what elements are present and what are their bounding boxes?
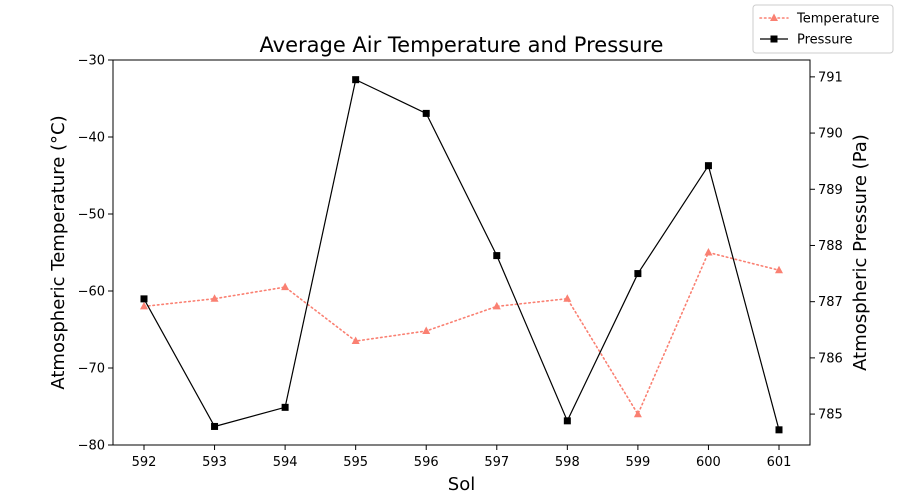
y-right-tick-label: 787 xyxy=(818,295,843,310)
legend-marker-temperature xyxy=(770,13,778,21)
y-axis-right-title: Atmospheric Pressure (Pa) xyxy=(850,134,871,371)
series-temperature xyxy=(140,248,783,418)
temperature-point xyxy=(633,409,642,418)
legend-box xyxy=(752,4,894,54)
pressure-line xyxy=(143,78,780,430)
temperature-point xyxy=(775,265,783,274)
y-axis-left-title: Atmospheric Temperature (°C) xyxy=(48,115,69,389)
y-left-tick-label: −60 xyxy=(78,285,105,300)
x-axis-title: Sol xyxy=(448,474,475,495)
temperature-point xyxy=(140,301,148,310)
temperature-point xyxy=(281,282,290,291)
x-tick-label: 594 xyxy=(273,455,298,470)
x-tick-label: 593 xyxy=(202,455,227,470)
pressure-point xyxy=(493,252,501,260)
x-tick-label: 592 xyxy=(132,455,157,470)
y-left-tick-label: −40 xyxy=(78,131,105,146)
x-tick-label: 600 xyxy=(696,455,721,470)
y-right-tick-label: 790 xyxy=(818,127,843,142)
pressure-point xyxy=(563,417,571,425)
legend-label-pressure: Pressure xyxy=(797,33,853,48)
y-right-tick-label: 788 xyxy=(818,239,843,254)
x-tick-label: 597 xyxy=(484,455,509,470)
chart-title: Average Air Temperature and Pressure xyxy=(260,33,664,57)
pressure-point xyxy=(352,76,360,84)
pressure-point xyxy=(775,426,783,434)
y-right-tick-label: 791 xyxy=(818,70,843,85)
legend-label-temperature: Temperature xyxy=(796,12,879,27)
y-right-tick-label: 786 xyxy=(818,351,843,366)
pressure-point xyxy=(704,162,712,170)
pressure-point xyxy=(211,422,219,430)
temperature-point xyxy=(492,301,501,310)
x-tick-label: 595 xyxy=(343,455,368,470)
x-axis: 592 593 594 595 596 597 598 599 600 601 xyxy=(132,445,792,470)
series-pressure xyxy=(140,76,783,434)
x-tick-label: 596 xyxy=(414,455,439,470)
plot-area xyxy=(112,59,811,446)
x-tick-label: 601 xyxy=(767,455,792,470)
y-right-tick-label: 789 xyxy=(818,183,843,198)
x-tick-label: 598 xyxy=(555,455,580,470)
y-left-tick-label: −70 xyxy=(78,362,105,377)
series-layer xyxy=(140,76,783,434)
x-tick-label: 599 xyxy=(625,455,650,470)
pressure-point xyxy=(422,109,430,117)
pressure-point xyxy=(634,270,642,278)
temperature-line xyxy=(143,251,780,416)
temperature-point xyxy=(422,326,431,335)
temperature-point xyxy=(351,336,360,345)
y-left-tick-label: −30 xyxy=(78,54,105,69)
y-axis-left: −80 −70 −60 −50 −40 −30 xyxy=(78,54,113,454)
legend: Temperature Pressure xyxy=(752,4,894,54)
legend-marker-pressure xyxy=(770,35,778,43)
pressure-point xyxy=(140,295,148,303)
pressure-point xyxy=(281,403,289,411)
temperature-point xyxy=(704,248,713,256)
plot-border xyxy=(112,59,811,446)
y-left-tick-label: −80 xyxy=(78,439,105,454)
temperature-point xyxy=(210,294,219,302)
y-right-tick-label: 785 xyxy=(818,408,843,423)
y-left-tick-label: −50 xyxy=(78,208,105,223)
y-axis-right: 785 786 787 788 789 790 791 xyxy=(810,70,843,423)
temperature-point xyxy=(563,294,572,302)
